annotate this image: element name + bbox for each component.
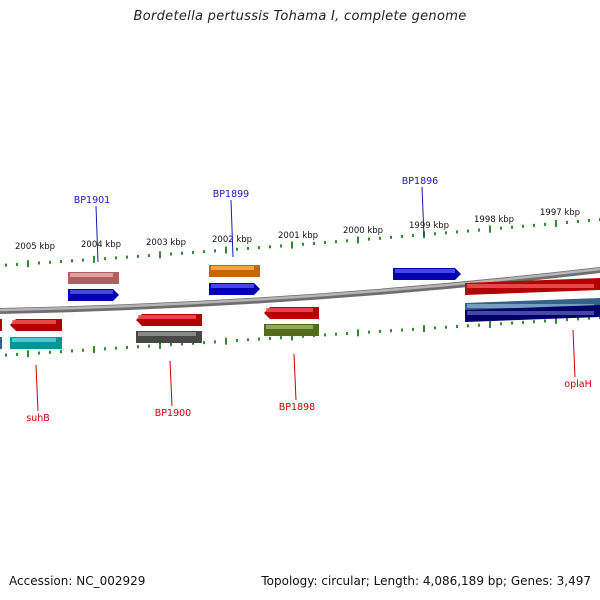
gene-bar-highlight bbox=[266, 308, 313, 312]
kbp-label: 2004 kbp bbox=[81, 240, 121, 250]
genes bbox=[0, 265, 600, 349]
gene-bar-highlight bbox=[467, 284, 594, 288]
gene-label-forward: BP1899 bbox=[213, 189, 249, 200]
kbp-label: 2001 kbp bbox=[278, 231, 318, 241]
gene-bar-highlight bbox=[266, 325, 313, 329]
gene-bar-highlight bbox=[211, 266, 254, 270]
tick-marks bbox=[5, 218, 600, 358]
kbp-label: 1997 kbp bbox=[540, 208, 580, 218]
leader-line bbox=[95, 205, 99, 263]
gene-bar-highlight bbox=[211, 284, 254, 288]
kbp-label: 1999 kbp bbox=[409, 221, 449, 231]
leader-line bbox=[35, 364, 39, 412]
gene-label-reverse: BP1900 bbox=[155, 408, 191, 419]
kbp-label: 2005 kbp bbox=[15, 242, 55, 252]
gene-label-reverse: oplaH bbox=[564, 379, 591, 390]
gene-bar-highlight bbox=[12, 338, 56, 342]
kbp-label: 2003 kbp bbox=[146, 238, 186, 248]
gene-bar-highlight bbox=[70, 290, 113, 294]
backbone-highlight bbox=[0, 267, 600, 312]
gene-bar-highlight bbox=[138, 332, 196, 336]
gene-bar-highlight bbox=[467, 311, 594, 315]
leader-line bbox=[293, 353, 297, 401]
gene-label-forward: BP1901 bbox=[74, 195, 110, 206]
gene-bar bbox=[0, 319, 2, 331]
accession-text: Accession: NC_002929 bbox=[9, 574, 146, 588]
gene-bar-highlight bbox=[70, 273, 113, 277]
gene-bar-highlight bbox=[138, 315, 196, 319]
gene-bar bbox=[0, 337, 2, 349]
genome-summary-text: Topology: circular; Length: 4,086,189 bp… bbox=[261, 574, 591, 588]
kbp-label: 2000 kbp bbox=[343, 226, 383, 236]
labels: 2005 kbp 2004 kbp 2003 kbp 2002 kbp 2001 kbp… bbox=[15, 176, 592, 424]
map-title: Bordetella pertussis Tohama I, complete … bbox=[133, 9, 467, 24]
leader-line bbox=[230, 199, 234, 258]
gene-label-reverse: BP1898 bbox=[279, 402, 315, 413]
leader-line bbox=[572, 329, 576, 378]
gene-bar-highlight bbox=[467, 304, 594, 308]
gene-label-forward: BP1896 bbox=[402, 176, 438, 187]
gene-bar-highlight bbox=[12, 320, 56, 324]
backbone bbox=[0, 267, 600, 314]
gene-bar-highlight bbox=[395, 269, 455, 273]
leader-line bbox=[169, 360, 173, 407]
leader-line bbox=[421, 186, 425, 237]
kbp-label: 1998 kbp bbox=[474, 215, 514, 225]
gene-label-reverse: suhB bbox=[26, 413, 50, 424]
